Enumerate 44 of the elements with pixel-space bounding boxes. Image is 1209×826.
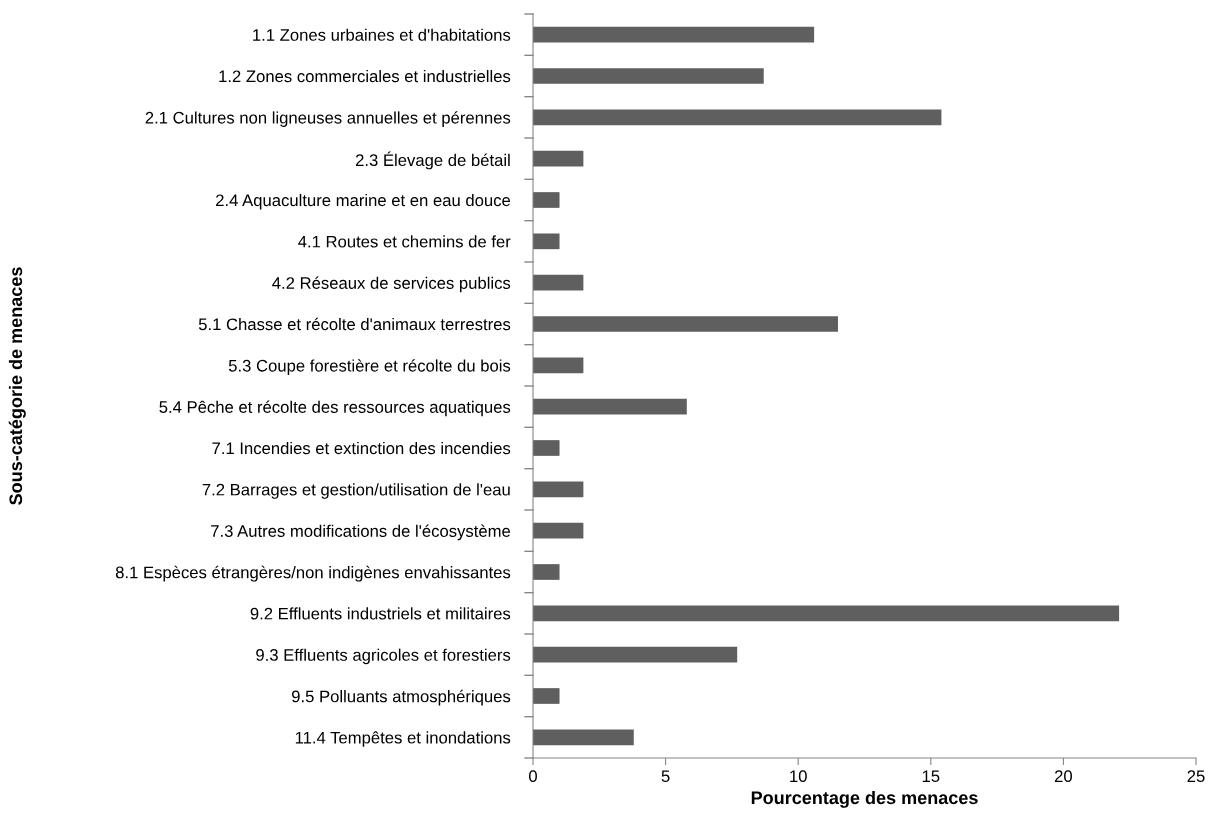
y-tick-label: 2.4 Aquaculture marine et en eau douce	[216, 193, 511, 210]
y-tick-label: 1.2 Zones commerciales et industrielles	[219, 69, 511, 83]
bar	[533, 192, 560, 208]
y-tick-label: 2.1 Cultures non ligneuses annuelles et pérennes	[145, 111, 511, 127]
bar	[533, 688, 560, 704]
bar	[533, 316, 838, 332]
y-tick-label: 5.4 Pêche et récolte des ressources aquatiques	[159, 400, 511, 417]
y-axis-title: Sous-catégorie de menaces	[8, 267, 26, 505]
bar	[533, 233, 560, 250]
y-tick-label: 9.5 Polluants atmosphériques	[291, 689, 511, 706]
bar	[533, 68, 764, 84]
x-tick-label: 0	[529, 770, 537, 783]
y-tick-label: 4.1 Routes et chemins de fer	[298, 235, 511, 248]
y-tick-label: 11.4 Tempêtes et inondations	[295, 731, 511, 747]
y-tick-label: 2.3 Élevage de bétail	[355, 151, 510, 170]
bar	[533, 646, 738, 663]
y-tick-label: 7.1 Incendies et extinction des incendies	[212, 441, 511, 455]
bar	[533, 729, 634, 746]
y-tick-label: 9.2 Effluents industriels et militaires	[250, 607, 511, 620]
bar	[533, 440, 560, 456]
x-tick-label: 20	[1054, 770, 1073, 783]
y-tick-label: 5.1 Chasse et récolte d'animaux terrestres	[198, 317, 511, 331]
x-tick-label: 15	[922, 770, 940, 783]
y-tick-label: 1.1 Zones urbaines et d'habitations	[253, 28, 511, 41]
y-tick-label: 9.3 Effluents agricoles et forestiers	[256, 648, 511, 665]
x-tick-label: 5	[661, 770, 670, 783]
y-tick-label: 4.2 Réseaux de services publics	[272, 276, 511, 293]
bar	[533, 150, 584, 167]
bar	[533, 398, 687, 415]
bar	[533, 357, 584, 374]
bar	[533, 274, 584, 291]
y-tick-label: 7.2 Barrages et gestion/utilisation de l'eau	[202, 483, 510, 499]
y-tick-label: 5.3 Coupe forestière et récolte du bois	[228, 359, 511, 375]
bar	[533, 522, 584, 539]
bar	[533, 564, 560, 580]
bar	[533, 109, 942, 126]
y-tick-label: 8.1 Espèces étrangères/non indigènes envahissantes	[115, 565, 511, 582]
bar	[533, 605, 1120, 622]
bar	[533, 26, 815, 43]
y-tick-label: 7.3 Autres modifications de l'écosystème	[211, 524, 511, 541]
x-tick-label: 25	[1187, 770, 1205, 783]
bar	[533, 481, 584, 498]
x-tick-label: 10	[790, 770, 807, 783]
x-axis-title: Pourcentage des menaces	[751, 790, 978, 808]
